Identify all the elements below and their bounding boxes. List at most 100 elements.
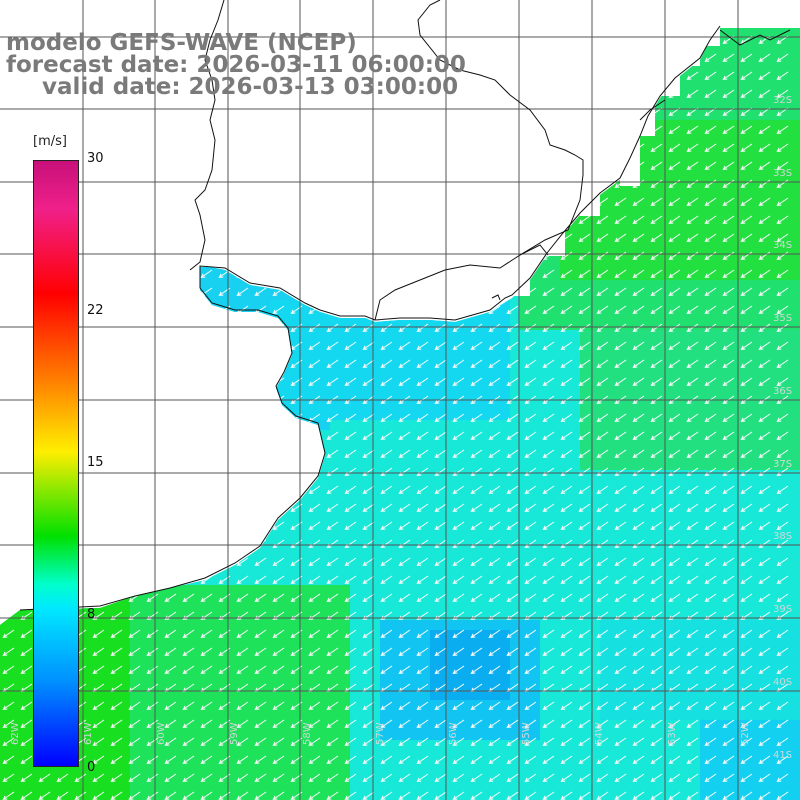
wind-arrow [146, 791, 159, 800]
wind-arrow [434, 521, 447, 530]
lat-label: 41S [773, 750, 792, 761]
wind-arrow [722, 305, 735, 314]
wind-arrow [560, 251, 573, 260]
wind-arrow [254, 719, 267, 728]
wind-arrow [272, 665, 285, 674]
wind-arrow [380, 755, 393, 764]
wind-arrow [506, 593, 519, 602]
wind-arrow [344, 503, 357, 512]
wind-arrow [596, 269, 609, 278]
wind-arrow [686, 179, 699, 188]
wind-arrow [236, 575, 249, 584]
wind-arrow [524, 341, 537, 350]
wind-arrow [506, 431, 519, 440]
wind-arrow [92, 665, 105, 674]
wind-arrow [416, 791, 429, 800]
wind-arrow [704, 125, 717, 134]
wind-arrow [578, 431, 591, 440]
wind-arrow [632, 773, 645, 782]
wind-arrow [164, 647, 177, 656]
wind-arrow [416, 323, 429, 332]
wind-arrow [488, 449, 501, 458]
wind-arrow [344, 737, 357, 746]
colorbar-tick-15: 15 [87, 455, 104, 470]
wind-arrow [560, 449, 573, 458]
wind-arrow [758, 359, 771, 368]
wind-arrow [416, 359, 429, 368]
wind-arrow [686, 305, 699, 314]
lat-label: 38S [773, 531, 792, 542]
wind-arrow [668, 269, 681, 278]
wind-arrow [596, 791, 609, 800]
wind-arrow [326, 521, 339, 530]
wind-arrow [704, 593, 717, 602]
wind-arrow [308, 719, 321, 728]
wind-arrow [632, 413, 645, 422]
wind-arrow [470, 341, 483, 350]
wind-arrow [704, 53, 717, 62]
wind-arrow [722, 575, 735, 584]
wind-arrow [488, 719, 501, 728]
wind-arrow [326, 791, 339, 800]
wind-arrow [704, 755, 717, 764]
wind-arrow [614, 215, 627, 224]
wind-arrow [704, 773, 717, 782]
wind-arrow [308, 665, 321, 674]
lat-label: 36S [773, 386, 792, 397]
wind-arrow [578, 755, 591, 764]
wind-arrow [758, 773, 771, 782]
wind-arrow [398, 449, 411, 458]
wind-arrow [722, 431, 735, 440]
wind-arrow [650, 647, 663, 656]
lat-label: 33S [773, 168, 792, 179]
wind-arrow [434, 449, 447, 458]
wind-arrow [272, 755, 285, 764]
wind-arrow [452, 557, 465, 566]
wind-arrow [398, 323, 411, 332]
wind-arrow [2, 719, 15, 728]
wind-arrow [272, 773, 285, 782]
wind-arrow [236, 701, 249, 710]
lon-label: 54W [594, 722, 605, 745]
wind-arrow [686, 593, 699, 602]
wind-arrow [614, 197, 627, 206]
wind-arrow [416, 503, 429, 512]
wind-arrow [254, 791, 267, 800]
wind-arrow [164, 665, 177, 674]
colorbar-tick-8: 8 [87, 607, 96, 622]
wind-arrow [344, 359, 357, 368]
wind-arrow [740, 773, 753, 782]
wind-arrow [524, 431, 537, 440]
wind-arrow [308, 503, 321, 512]
wind-arrow [596, 287, 609, 296]
wind-arrow [722, 269, 735, 278]
wind-arrow [452, 773, 465, 782]
wind-arrow [758, 251, 771, 260]
wind-arrow [740, 593, 753, 602]
wind-arrow [380, 629, 393, 638]
wind-arrow [704, 233, 717, 242]
wind-arrow [650, 791, 663, 800]
wind-arrow [740, 431, 753, 440]
wind-arrow [614, 593, 627, 602]
wind-arrow [632, 269, 645, 278]
wind-arrow [488, 431, 501, 440]
wind-arrow [560, 755, 573, 764]
wind-arrow [578, 719, 591, 728]
wind-arrow [236, 287, 249, 296]
wind-arrow [740, 665, 753, 674]
wind-arrow [614, 323, 627, 332]
wind-arrow [254, 557, 267, 566]
wind-arrow [380, 791, 393, 800]
wind-arrow [326, 323, 339, 332]
wind-arrow [668, 125, 681, 134]
wind-arrow [722, 629, 735, 638]
wind-arrow [56, 773, 69, 782]
wind-arrow [506, 557, 519, 566]
wind-arrow [416, 485, 429, 494]
wind-arrow [650, 179, 663, 188]
wind-arrow [650, 485, 663, 494]
wind-arrow [740, 575, 753, 584]
wind-arrow [650, 287, 663, 296]
wind-arrow [506, 791, 519, 800]
